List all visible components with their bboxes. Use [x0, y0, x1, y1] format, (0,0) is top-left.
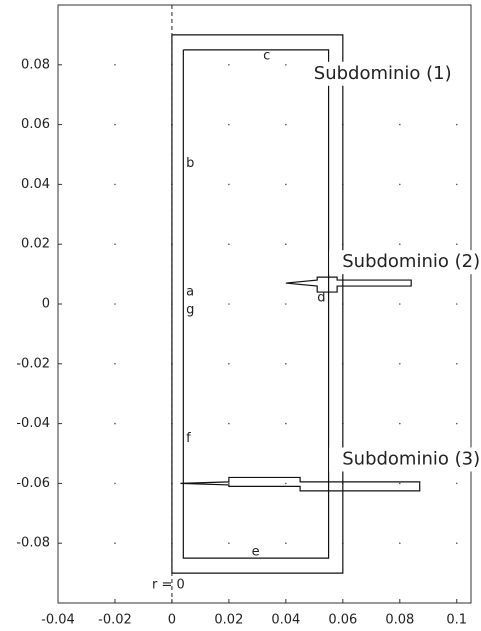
grid-dot — [228, 363, 230, 365]
grid-dot — [114, 64, 116, 66]
grid-dot — [114, 123, 116, 126]
grid-dot — [285, 363, 287, 365]
grid-dot — [114, 303, 116, 305]
grid-dot — [285, 542, 287, 544]
grid-dot — [455, 243, 458, 245]
x-tick-label: 0 — [168, 613, 176, 628]
grid-dot — [228, 183, 230, 186]
grid-dot — [398, 422, 401, 425]
x-tick-label: -0.02 — [98, 613, 132, 628]
grid-dot — [114, 422, 116, 425]
grid-dot — [398, 303, 401, 305]
x-tick-label: 0.06 — [328, 613, 357, 628]
annotation: Subdominio (3) — [342, 448, 480, 469]
grid-dot — [285, 183, 287, 186]
grid-dot — [228, 482, 230, 485]
annotation: Subdominio (1) — [314, 63, 452, 84]
grid-dot — [455, 542, 458, 544]
boundary — [285, 276, 412, 293]
label-bg — [329, 447, 481, 472]
annotation: d — [317, 291, 325, 306]
y-tick-label: 0.06 — [21, 117, 50, 132]
annotation: g — [186, 302, 194, 317]
x-tick-label: 0.1 — [446, 613, 467, 628]
grid-dot — [114, 542, 116, 544]
x-tick-label: 0.02 — [214, 613, 243, 628]
grid-dot — [398, 542, 401, 544]
grid-dot — [228, 123, 230, 126]
grid-dot — [398, 123, 401, 126]
y-tick-label: -0.06 — [16, 476, 50, 491]
label-bg — [329, 250, 481, 275]
boundary — [182, 49, 330, 559]
grid-dot — [228, 422, 230, 425]
grid-dot — [228, 303, 230, 305]
y-tick-label: 0 — [42, 297, 50, 312]
annotation: e — [252, 545, 260, 560]
y-tick-label: -0.04 — [16, 416, 50, 431]
grid-dot — [285, 422, 287, 425]
grid-dot — [285, 123, 287, 126]
x-tick-label: -0.04 — [41, 613, 75, 628]
grid-dot — [228, 243, 230, 245]
annotation: r = 0 — [152, 578, 185, 593]
annotation: b — [186, 156, 194, 171]
x-tick-label: 0.04 — [271, 613, 300, 628]
y-tick-label: -0.02 — [16, 356, 50, 371]
label-bg — [300, 61, 465, 86]
grid-dot — [398, 183, 401, 186]
y-tick-label: 0.04 — [21, 177, 50, 192]
boundary — [171, 34, 344, 574]
grid-dot — [398, 243, 401, 245]
annotation: Subdominio (2) — [342, 251, 480, 272]
grid-dot — [285, 64, 287, 66]
y-tick-label: 0.02 — [21, 237, 50, 252]
annotation: f — [186, 431, 191, 446]
grid-dot — [398, 363, 401, 365]
grid-dot — [455, 183, 458, 186]
boundary — [180, 476, 421, 492]
grid-dot — [285, 303, 287, 305]
plot-frame — [57, 4, 472, 604]
y-tick-label: 0.08 — [21, 57, 50, 72]
annotation: a — [186, 285, 194, 300]
grid-dot — [114, 482, 116, 485]
grid-dot — [455, 363, 458, 365]
grid-dot — [455, 123, 458, 126]
grid-dot — [398, 482, 401, 485]
grid-dot — [455, 422, 458, 425]
grid-dot — [114, 363, 116, 365]
grid-dot — [455, 303, 458, 305]
y-tick-label: -0.08 — [16, 536, 50, 551]
x-tick-label: 0.08 — [385, 613, 414, 628]
grid-dot — [228, 64, 230, 66]
grid-dot — [285, 243, 287, 245]
grid-dot — [228, 542, 230, 544]
grid-dot — [455, 482, 458, 485]
grid-dot — [114, 243, 116, 245]
grid-dot — [114, 183, 116, 186]
annotation: c — [263, 48, 270, 63]
grid-dot — [285, 482, 287, 485]
